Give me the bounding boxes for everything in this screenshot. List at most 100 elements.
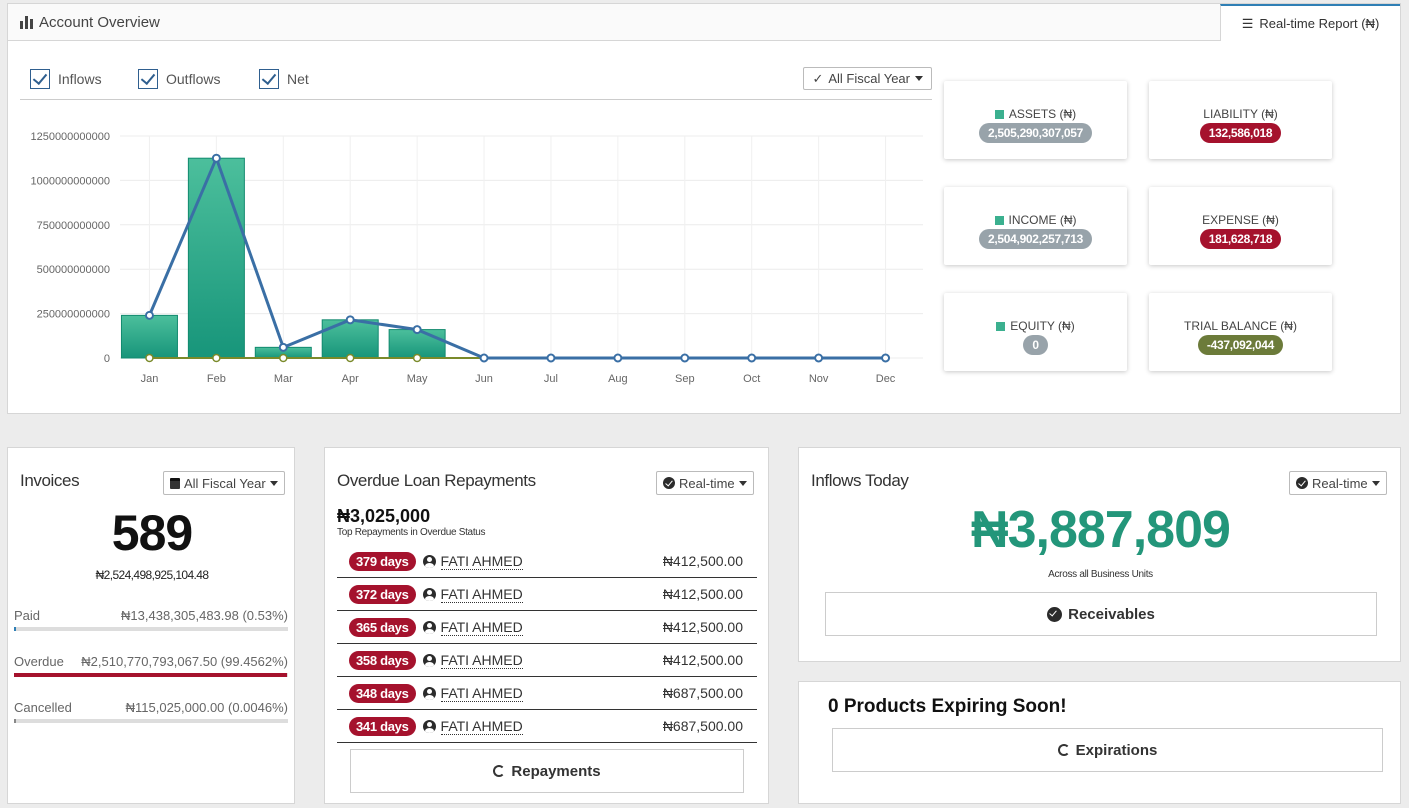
invoice-status-label: Overdue [14, 654, 64, 669]
borrower-name-link[interactable]: FATI AHMED [440, 585, 523, 603]
invoice-status-bar-fill [14, 627, 16, 631]
invoice-status-value: ₦13,438,305,483.98 (0.53%) [121, 608, 288, 623]
tab-real-time-report[interactable]: ☰ Real-time Report (₦) [1220, 4, 1400, 41]
x-tick-label: Apr [342, 373, 359, 385]
caret-down-icon [915, 76, 923, 81]
outflows-point [279, 353, 288, 363]
overdue-days-badge: 379 days [349, 551, 416, 571]
card-label: EQUITY (₦) [944, 319, 1127, 333]
caret-down-icon [269, 480, 278, 486]
overdue-row: 341 days FATI AHMED ₦687,500.00 [337, 710, 757, 743]
overdue-amount: ₦3,025,000 [337, 506, 431, 526]
account-overview-panel: Account Overview ☰ Real-time Report (₦) … [7, 3, 1401, 414]
expiring-title: 0 Products Expiring Soon! [828, 696, 1067, 717]
expirations-button[interactable]: Expirations [832, 728, 1383, 772]
legend-square-icon [996, 321, 1006, 331]
refresh-icon [493, 765, 506, 777]
user-icon [422, 587, 436, 601]
trial-balance-card: TRIAL BALANCE (₦) -437,092,044 [1149, 293, 1332, 371]
card-label: TRIAL BALANCE (₦) [1184, 319, 1297, 333]
fiscal-year-select[interactable]: ✓ All Fiscal Year [803, 67, 932, 90]
outflows-point [412, 353, 422, 363]
invoice-status-bar [14, 719, 288, 723]
overdue-days-badge: 348 days [349, 683, 416, 703]
y-tick-label: 250000000000 [37, 309, 110, 321]
receivables-button[interactable]: Receivables [825, 592, 1377, 636]
x-tick-label: Nov [809, 373, 829, 385]
inflows-today-panel: Inflows Today Real-time ₦3,887,809 Acros… [798, 447, 1401, 662]
user-icon [422, 620, 436, 634]
x-tick-label: Jul [544, 373, 558, 385]
net-point [814, 353, 824, 363]
overdue-title: Overdue Loan Repayments [337, 471, 536, 490]
net-point [211, 153, 221, 163]
overdue-amount-value: ₦412,500.00 [662, 553, 743, 569]
invoices-title: Invoices [20, 471, 80, 490]
inflows-bar [321, 319, 379, 359]
invoice-status-label: Paid [14, 608, 41, 623]
caret-down-icon [1371, 480, 1380, 486]
check-circle-icon [1296, 477, 1308, 489]
net-point [345, 315, 355, 325]
x-tick-label: Oct [743, 373, 760, 385]
card-value-badge: 0 [1023, 335, 1048, 355]
card-value-badge: 2,504,902,257,713 [979, 229, 1092, 249]
invoices-fiscal-select[interactable]: All Fiscal Year [163, 471, 285, 495]
borrower-name-link[interactable]: FATI AHMED [440, 717, 523, 735]
outflows-point [145, 353, 154, 363]
invoice-status-bar-fill [14, 719, 16, 723]
x-tick-label: May [407, 373, 428, 385]
inflows-checkbox[interactable]: Inflows [30, 69, 102, 89]
net-point [144, 310, 154, 320]
card-label: INCOME (₦) [944, 213, 1127, 227]
sliders-icon: ☰ [1241, 15, 1254, 31]
equity-card: EQUITY (₦) 0 [944, 293, 1127, 371]
invoice-status-value: ₦115,025,000.00 (0.0046%) [125, 700, 288, 715]
invoice-total: ₦2,524,498,925,104.48 [95, 568, 209, 582]
net-point [613, 353, 623, 363]
net-point [546, 353, 556, 363]
invoice-status-value: ₦2,510,770,793,067.50 (99.4562%) [81, 654, 288, 669]
net-line [148, 154, 886, 360]
chart-filters: Inflows Outflows Net ✓ All Fiscal Year [20, 64, 932, 100]
borrower-name-link[interactable]: FATI AHMED [440, 651, 523, 669]
overdue-amount-value: ₦412,500.00 [662, 652, 743, 668]
x-tick-label: Jan [141, 373, 159, 385]
x-tick-label: Jun [475, 373, 493, 385]
x-tick-label: Dec [876, 373, 896, 385]
borrower-name-link[interactable]: FATI AHMED [440, 618, 523, 636]
x-tick-label: Mar [274, 373, 293, 385]
net-checkbox[interactable]: Net [259, 69, 309, 89]
refresh-icon [1057, 744, 1070, 756]
borrower-name-link[interactable]: FATI AHMED [440, 684, 523, 702]
account-overview-chart: 0 250000000000 500000000000 750000000000 100… [30, 131, 923, 385]
inflows-bar [187, 157, 245, 359]
invoices-panel: Invoices All Fiscal Year 589 ₦2,524,498,… [7, 447, 295, 804]
overdue-realtime-select[interactable]: Real-time [656, 471, 754, 495]
outflows-checkbox[interactable]: Outflows [138, 69, 220, 89]
borrower-name-link[interactable]: FATI AHMED [440, 552, 523, 570]
invoice-count: 589 [111, 505, 193, 561]
user-icon [422, 653, 436, 667]
invoice-status-bar-fill [14, 673, 287, 677]
expiring-products-panel: 0 Products Expiring Soon! Expirations [798, 681, 1401, 804]
overview-header: Account Overview ☰ Real-time Report (₦) [8, 4, 1400, 41]
overdue-amount-value: ₦412,500.00 [662, 586, 743, 602]
checkbox-checked-icon [30, 69, 50, 89]
liability-card: LIABILITY (₦) 132,586,018 [1149, 81, 1332, 159]
repayments-button[interactable]: Repayments [350, 749, 744, 793]
inflows-realtime-select[interactable]: Real-time [1289, 471, 1387, 495]
calendar-icon [170, 477, 180, 489]
y-tick-label: 1000000000000 [30, 175, 110, 187]
overdue-row: 379 days FATI AHMED ₦412,500.00 [337, 545, 757, 578]
net-point [747, 353, 757, 363]
caret-down-icon [738, 480, 747, 486]
inflows-today-amount: ₦3,887,809 [971, 501, 1231, 559]
inflows-bar [388, 329, 446, 359]
check-circle-icon [663, 477, 675, 489]
inflows-bar [120, 314, 178, 359]
net-point [881, 353, 891, 363]
legend-square-icon [994, 109, 1004, 119]
x-tick-label: Feb [207, 373, 226, 385]
y-tick-label: 1250000000000 [30, 131, 110, 143]
